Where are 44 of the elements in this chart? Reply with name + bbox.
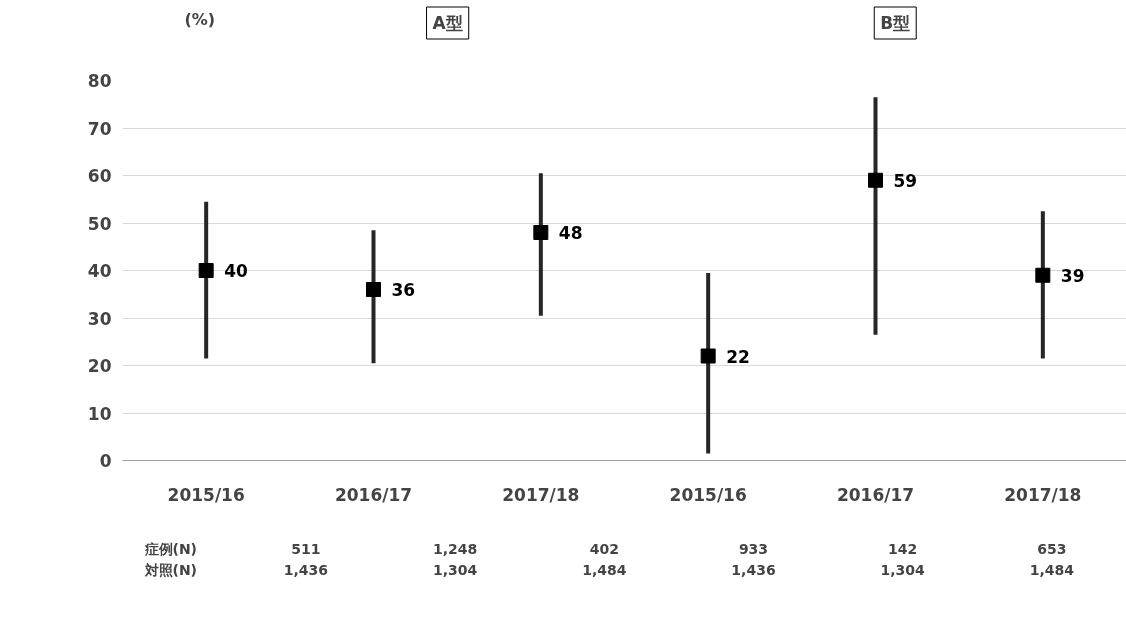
- text: 933: [738, 540, 769, 557]
- point: [700, 348, 716, 364]
- text: A型: [432, 13, 463, 33]
- y-tick-label: 0: [99, 451, 112, 471]
- y-axis-title: (%): [184, 9, 216, 29]
- text: B型: [880, 13, 911, 33]
- point: [868, 172, 883, 188]
- text: 402: [589, 540, 619, 557]
- text: 1,484: [1029, 561, 1075, 578]
- y-tick-label: 20: [87, 356, 112, 376]
- point: [366, 282, 381, 297]
- x-tick-label: 2017/18: [502, 484, 580, 505]
- y-tick-label: 80: [87, 71, 112, 91]
- x-tick-label: 2015/16: [669, 484, 747, 505]
- x-tick-label: 2016/17: [334, 484, 413, 505]
- data-label: 48: [558, 223, 583, 243]
- y-tick-label: 50: [87, 213, 112, 234]
- x-tick-label: 2017/18: [1004, 484, 1082, 505]
- text: 1,304: [432, 561, 478, 578]
- text: 1,304: [880, 561, 926, 578]
- text: 142: [888, 540, 918, 557]
- data-label: 22: [726, 346, 750, 367]
- x-tick-label: 2016/17: [836, 484, 915, 505]
- y-tick-label: 30: [87, 308, 112, 329]
- text: 653: [1037, 540, 1067, 557]
- text: 511: [291, 540, 321, 557]
- y-tick-label: 60: [87, 166, 112, 186]
- point: [198, 263, 214, 278]
- y-tick-label: 40: [87, 261, 112, 281]
- y-tick-label: 70: [87, 118, 112, 139]
- data-label: 59: [893, 170, 918, 191]
- text: 症例(N): [143, 540, 198, 557]
- data-label: 36: [391, 280, 416, 300]
- text: 1,248: [432, 540, 478, 557]
- point: [533, 225, 549, 240]
- text: 1,484: [582, 561, 627, 578]
- y-tick-label: 10: [87, 403, 112, 424]
- data-label: 39: [1060, 265, 1085, 286]
- text: 1,436: [283, 561, 329, 578]
- text: 1,436: [731, 561, 776, 578]
- x-tick-label: 2015/16: [167, 484, 245, 505]
- data-label: 40: [224, 261, 248, 281]
- point: [1035, 267, 1051, 283]
- text: 対照(N): [143, 561, 198, 578]
